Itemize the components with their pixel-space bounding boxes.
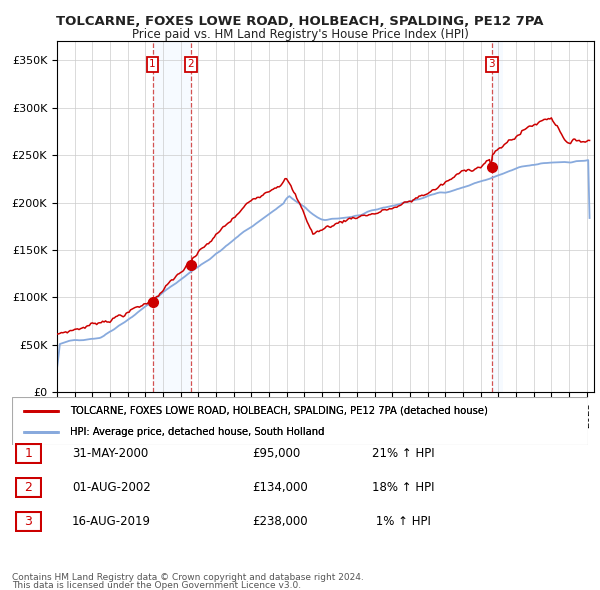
- Text: 16-AUG-2019: 16-AUG-2019: [72, 515, 151, 528]
- Text: HPI: Average price, detached house, South Holland: HPI: Average price, detached house, Sout…: [70, 427, 324, 437]
- Text: 2: 2: [188, 59, 194, 69]
- Text: 21% ↑ HPI: 21% ↑ HPI: [372, 447, 434, 460]
- Bar: [492, 41, 503, 392]
- Text: Price paid vs. HM Land Registry's House Price Index (HPI): Price paid vs. HM Land Registry's House …: [131, 28, 469, 41]
- Text: TOLCARNE, FOXES LOWE ROAD, HOLBEACH, SPALDING, PE12 7PA (detached house): TOLCARNE, FOXES LOWE ROAD, HOLBEACH, SPA…: [70, 405, 487, 415]
- Text: This data is licensed under the Open Government Licence v3.0.: This data is licensed under the Open Gov…: [12, 581, 301, 590]
- Text: 31-MAY-2000: 31-MAY-2000: [72, 447, 148, 460]
- Text: 1: 1: [25, 447, 32, 460]
- Text: 3: 3: [25, 515, 32, 528]
- Text: 3: 3: [488, 59, 495, 69]
- Text: TOLCARNE, FOXES LOWE ROAD, HOLBEACH, SPALDING, PE12 7PA: TOLCARNE, FOXES LOWE ROAD, HOLBEACH, SPA…: [56, 15, 544, 28]
- Text: £134,000: £134,000: [252, 481, 308, 494]
- Text: 1: 1: [149, 59, 156, 69]
- Text: 1% ↑ HPI: 1% ↑ HPI: [372, 515, 431, 528]
- Text: £95,000: £95,000: [252, 447, 300, 460]
- Text: 18% ↑ HPI: 18% ↑ HPI: [372, 481, 434, 494]
- Text: TOLCARNE, FOXES LOWE ROAD, HOLBEACH, SPALDING, PE12 7PA (detached house): TOLCARNE, FOXES LOWE ROAD, HOLBEACH, SPA…: [70, 405, 487, 415]
- Text: 2: 2: [25, 481, 32, 494]
- Bar: [152, 41, 191, 392]
- Text: Contains HM Land Registry data © Crown copyright and database right 2024.: Contains HM Land Registry data © Crown c…: [12, 572, 364, 582]
- Text: £238,000: £238,000: [252, 515, 308, 528]
- Text: 01-AUG-2002: 01-AUG-2002: [72, 481, 151, 494]
- Text: HPI: Average price, detached house, South Holland: HPI: Average price, detached house, Sout…: [70, 427, 324, 437]
